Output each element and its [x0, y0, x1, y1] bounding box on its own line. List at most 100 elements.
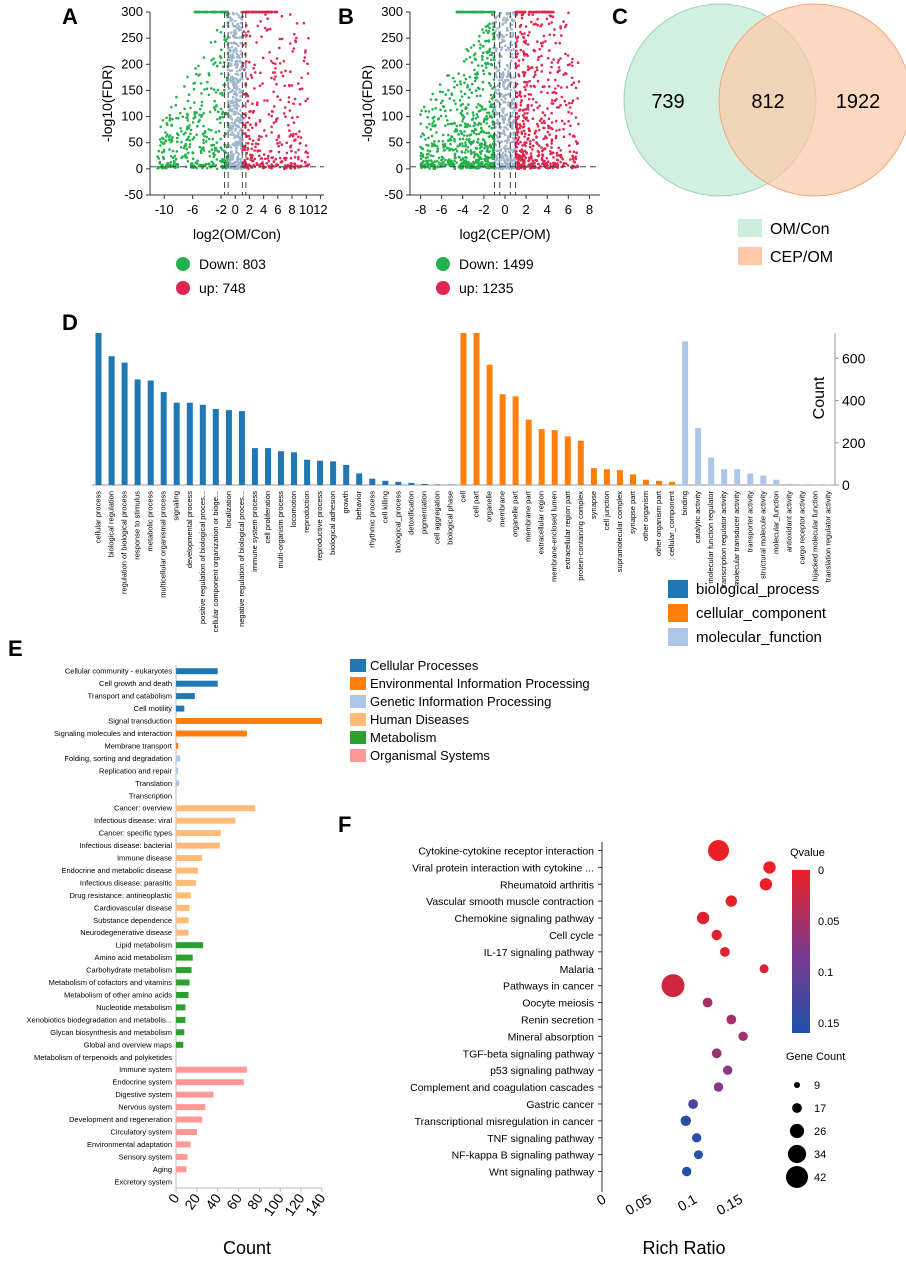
ns-gene-point	[231, 131, 234, 134]
up-gene-point	[306, 155, 310, 159]
down-gene-point	[452, 76, 455, 80]
down-gene-point	[465, 160, 468, 164]
down-gene-point	[419, 157, 423, 160]
down-gene-point	[483, 158, 486, 161]
up-gene-point	[282, 60, 286, 63]
down-gene-point	[472, 163, 475, 167]
down-gene-point	[431, 161, 435, 165]
down-gene-point	[489, 93, 493, 97]
down-gene-point	[223, 158, 226, 161]
up-gene-point	[519, 48, 523, 52]
ns-gene-point	[232, 33, 236, 37]
ns-gene-point	[239, 147, 243, 151]
ns-gene-point	[238, 88, 241, 91]
go-term-label: biological adhesion	[328, 491, 337, 555]
up-gene-point	[300, 87, 304, 90]
down-gene-point	[187, 93, 191, 96]
kegg-pathway-label: Replication and repair	[99, 766, 172, 775]
up-gene-point	[554, 41, 558, 45]
down-gene-point	[488, 22, 491, 26]
ns-gene-point	[503, 148, 507, 151]
up-gene-point	[521, 126, 525, 129]
ns-gene-point	[239, 160, 243, 164]
down-gene-point	[161, 163, 164, 167]
kegg-pathway-bar	[176, 1041, 184, 1048]
ns-gene-point	[511, 124, 514, 127]
down-gene-point	[453, 137, 456, 141]
go-term-label: developmental process	[185, 491, 194, 568]
up-gene-point	[249, 158, 252, 162]
down-gene-point	[481, 88, 485, 91]
gene-count-legend-label: 9	[814, 1080, 820, 1092]
up-gene-point	[550, 142, 553, 145]
ns-gene-point	[234, 90, 237, 93]
up-gene-point	[570, 166, 574, 170]
kegg-pathway-bar	[176, 992, 189, 998]
go-term-bar	[186, 402, 193, 485]
qvalue-tick-label: 0.1	[818, 967, 833, 979]
up-gene-point	[542, 119, 546, 123]
down-gene-point	[193, 101, 196, 104]
enrichment-bubble	[711, 1048, 722, 1059]
down-gene-point	[436, 147, 440, 151]
up-gene-point	[274, 10, 277, 14]
go-term-bar	[291, 452, 297, 485]
down-gene-point	[217, 129, 221, 133]
up-gene-point	[283, 106, 287, 109]
down-gene-point	[461, 137, 465, 141]
down-gene-point	[168, 118, 172, 122]
x-tick-label: 100	[260, 1190, 287, 1218]
ns-gene-point	[506, 128, 509, 131]
ns-gene-point	[238, 16, 241, 19]
go-term-label: multicellular organismal process	[159, 491, 168, 598]
down-gene-point	[205, 167, 209, 170]
up-gene-point	[554, 78, 557, 82]
up-gene-point	[246, 99, 250, 103]
up-gene-point	[547, 124, 550, 128]
down-gene-point	[215, 28, 219, 32]
go-term-bar	[343, 464, 350, 485]
down-gene-point	[485, 131, 488, 135]
up-gene-point	[246, 77, 249, 81]
kegg-legend-label: Organismal Systems	[370, 748, 490, 763]
down-gene-point	[215, 158, 219, 161]
up-gene-point	[277, 150, 281, 154]
down-gene-point	[224, 132, 228, 135]
up-gene-point	[278, 141, 282, 144]
ns-gene-point	[233, 160, 237, 164]
up-gene-point	[574, 157, 578, 161]
go-term-label: binding	[680, 491, 689, 515]
up-gene-point	[290, 84, 294, 87]
up-gene-point	[304, 51, 307, 54]
down-gene-point	[424, 109, 428, 113]
down-gene-point	[485, 163, 489, 166]
up-gene-point	[293, 162, 296, 166]
down-gene-point	[487, 30, 491, 33]
go-term-bar	[551, 430, 558, 485]
up-gene-point	[258, 149, 262, 152]
down-gene-point	[469, 143, 473, 146]
ns-gene-point	[240, 167, 244, 170]
up-gene-point	[248, 34, 252, 38]
up-gene-point	[565, 72, 568, 76]
kegg-pathway-label: Cell cycle	[549, 930, 594, 942]
ns-gene-point	[238, 99, 241, 103]
down-gene-point	[447, 74, 451, 77]
up-gene-point	[534, 129, 538, 133]
ns-gene-point	[228, 78, 231, 81]
down-gene-point	[216, 64, 219, 68]
down-gene-point	[471, 111, 475, 114]
ns-gene-point	[226, 68, 230, 71]
ns-gene-point	[497, 88, 500, 92]
ns-gene-point	[239, 28, 242, 32]
up-gene-point	[528, 79, 531, 83]
up-gene-point	[537, 162, 540, 166]
ns-gene-point	[501, 156, 505, 159]
down-gene-point	[202, 149, 206, 152]
up-gene-point	[559, 103, 562, 107]
down-gene-point	[491, 32, 495, 36]
down-gene-point	[205, 140, 208, 143]
up-gene-point	[572, 81, 576, 84]
up-gene-point	[576, 97, 579, 100]
